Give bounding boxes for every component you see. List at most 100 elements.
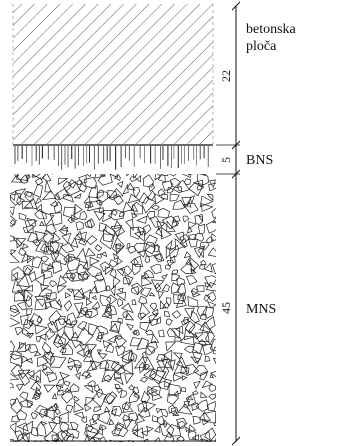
mns-stone	[114, 372, 122, 379]
mns-stone	[14, 430, 25, 442]
bns-stripes	[14, 146, 209, 170]
mns-stone	[143, 363, 150, 371]
mns-stone	[122, 201, 133, 213]
mns-stone	[48, 309, 62, 326]
mns-stone	[201, 380, 214, 389]
mns-stone	[197, 246, 205, 259]
mns-stone	[97, 410, 111, 425]
mns-stone	[206, 193, 214, 202]
mns-stone	[114, 244, 125, 256]
mns-stone	[211, 232, 216, 243]
mns-stone	[129, 336, 143, 347]
mns-stone	[181, 174, 191, 179]
mns-stone	[56, 378, 65, 389]
mns-stone	[173, 373, 183, 382]
mns-stone	[107, 190, 118, 201]
mns-stone	[168, 383, 181, 397]
mns-stone	[98, 207, 104, 214]
mns-stone	[94, 244, 103, 252]
mns-stone	[76, 321, 88, 331]
mns-stone	[207, 247, 216, 257]
mns-stone	[120, 350, 133, 362]
mns-stone	[10, 317, 21, 328]
mns-stone	[75, 371, 81, 381]
mns-stone	[85, 311, 93, 318]
mns-stone	[164, 311, 171, 318]
mns-stone	[99, 360, 110, 369]
mns-stone	[10, 363, 25, 377]
mns-stone	[137, 312, 147, 321]
label-mns: MNS	[246, 302, 276, 317]
mns-stone	[66, 256, 81, 272]
mns-stone	[189, 195, 195, 205]
mns-stone	[171, 406, 179, 416]
mns-stone	[121, 358, 134, 375]
mns-stone	[174, 336, 182, 342]
mns-stone	[180, 387, 186, 393]
dimension-line: 22 5 45	[216, 1, 241, 446]
mns-stone	[35, 421, 47, 438]
mns-stone	[34, 177, 44, 186]
mns-stone	[38, 287, 53, 300]
mns-stone	[125, 312, 135, 321]
mns-stone	[175, 277, 186, 286]
mns-stone	[113, 423, 129, 438]
mns-stone	[108, 322, 120, 334]
mns-stone	[142, 224, 152, 236]
mns-stone	[111, 208, 118, 216]
mns-stone	[76, 308, 88, 319]
mns-stone	[52, 260, 62, 275]
mns-stone	[139, 322, 151, 332]
mns-stone	[181, 375, 188, 381]
mns-stone	[116, 257, 123, 266]
mns-stone	[101, 368, 117, 383]
mns-stone	[100, 251, 108, 258]
mns-stone	[197, 224, 205, 235]
mns-layer	[10, 166, 221, 442]
mns-stone	[213, 166, 221, 173]
mns-stone	[169, 255, 176, 263]
mns-stone	[155, 366, 170, 380]
mns-stone	[187, 429, 197, 441]
mns-stone	[108, 259, 119, 268]
mns-stone	[26, 400, 34, 408]
mns-stone	[64, 292, 72, 299]
mns-stone	[203, 316, 216, 331]
mns-stone	[153, 252, 165, 263]
mns-stone	[34, 392, 41, 401]
mns-stone	[61, 232, 72, 244]
mns-stone	[86, 235, 98, 246]
mns-stone	[157, 188, 166, 197]
mns-stone	[181, 318, 189, 326]
mns-stone	[118, 440, 125, 442]
mns-stone	[118, 212, 125, 218]
mns-stone	[137, 226, 145, 236]
mns-stone	[151, 204, 160, 211]
mns-stone	[43, 405, 55, 421]
mns-stone	[84, 423, 101, 440]
mns-stone	[66, 272, 76, 283]
mns-stone	[112, 276, 121, 289]
mns-stone	[196, 305, 208, 317]
mns-stone	[143, 369, 156, 381]
mns-stone	[165, 264, 172, 270]
mns-stone	[45, 292, 57, 301]
mns-stone	[18, 372, 31, 387]
mns-stone	[50, 355, 67, 368]
mns-stone	[70, 339, 83, 349]
mns-stone	[183, 400, 190, 409]
mns-stone	[173, 360, 187, 374]
mns-stone	[70, 237, 79, 248]
mns-stone	[60, 224, 69, 232]
mns-stone	[19, 399, 33, 408]
mns-stone	[41, 269, 53, 280]
mns-stone	[84, 219, 93, 229]
mns-stone	[35, 239, 48, 253]
mns-stone	[155, 282, 162, 293]
mns-stone	[106, 294, 118, 305]
mns-stone	[83, 177, 97, 189]
mns-stone	[114, 422, 125, 431]
mns-stone	[91, 391, 108, 408]
mns-stone	[186, 275, 198, 286]
mns-stone	[15, 274, 31, 288]
